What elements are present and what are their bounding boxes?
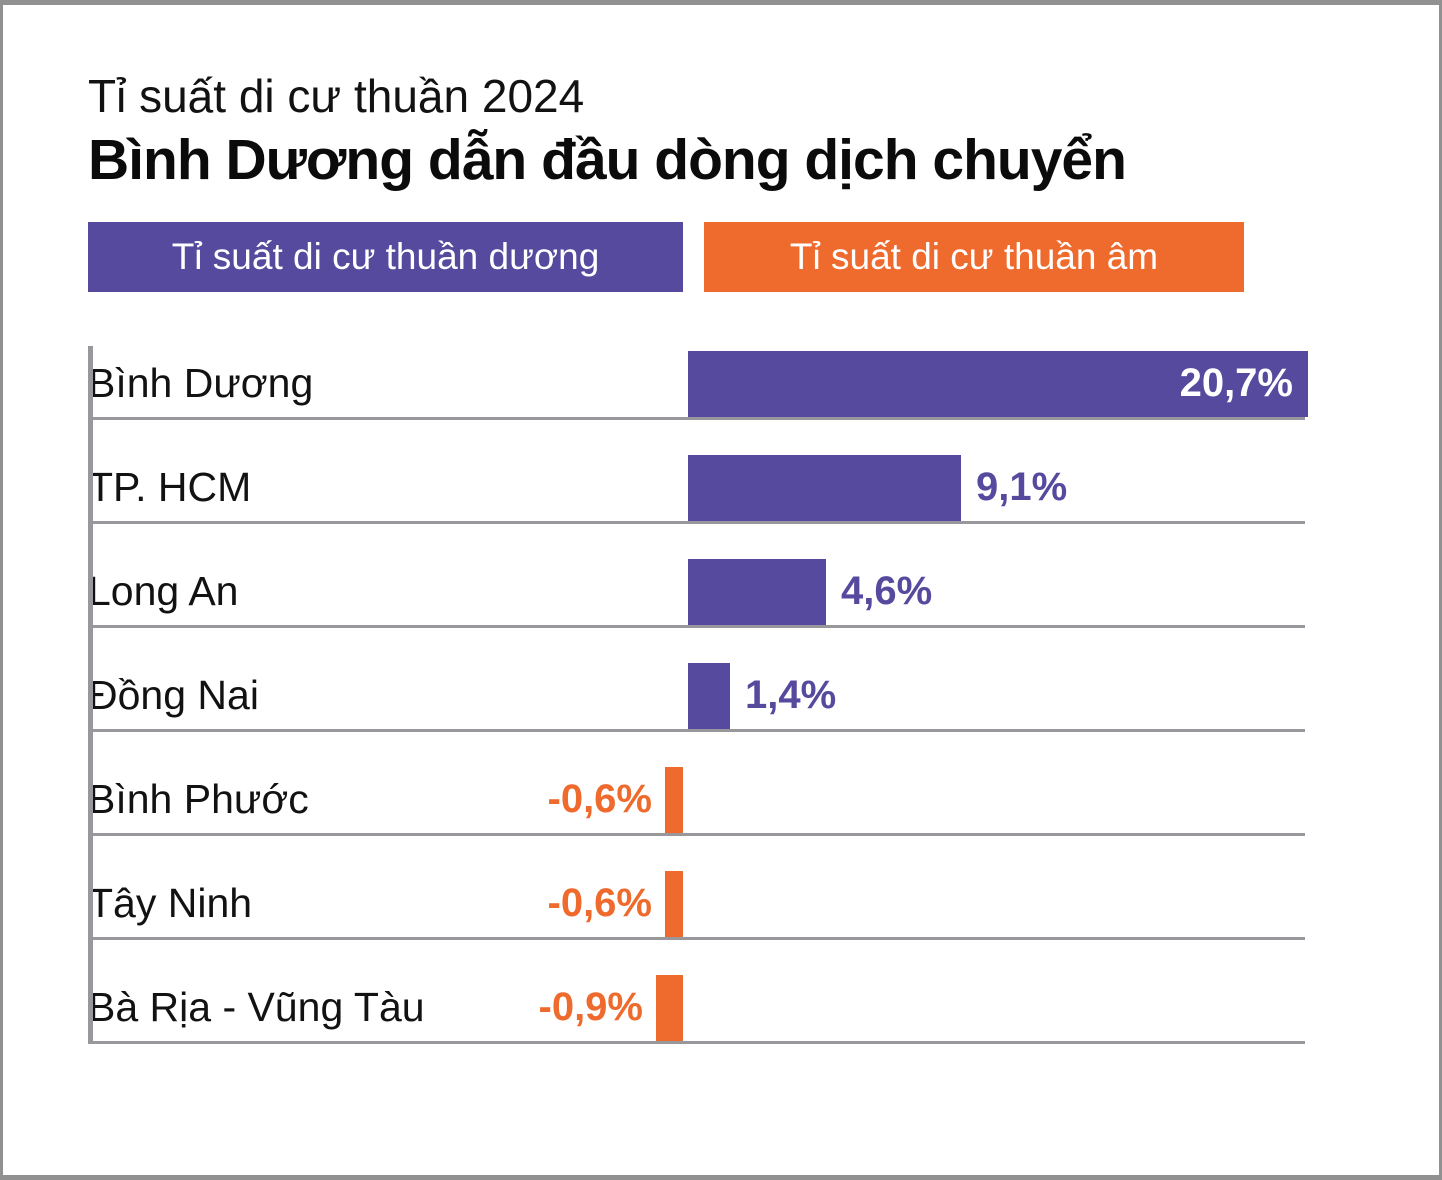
chart-row: Bình Dương 20,7% [88, 316, 1308, 420]
category-label: Bình Phước [88, 776, 309, 823]
content: Tỉ suất di cư thuần 2024 Bình Dương dẫn … [3, 5, 1439, 1044]
negative-bar [656, 974, 683, 1041]
positive-bar [688, 662, 730, 729]
category-label: Long An [88, 568, 239, 615]
category-label: Bình Dương [88, 360, 314, 407]
chart-row: Tây Ninh -0,6% [88, 836, 1305, 940]
chart-row: Long An 4,6% [88, 524, 1305, 628]
category-label: Đồng Nai [88, 672, 259, 719]
value-label: -0,6% [547, 777, 653, 822]
value-label: -0,6% [547, 881, 653, 926]
category-label: TP. HCM [88, 464, 252, 511]
value-label: 1,4% [745, 673, 837, 718]
legend-label-positive: Tỉ suất di cư thuần dương [171, 235, 600, 277]
legend-item-negative: Tỉ suất di cư thuần âm [704, 221, 1244, 292]
chart-title: Bình Dương dẫn đầu dòng dịch chuyển [88, 128, 1127, 193]
category-label: Bà Rịa - Vũng Tàu [88, 984, 425, 1031]
negative-bar [665, 870, 683, 937]
chart-subtitle: Tỉ suất di cư thuần 2024 [88, 70, 585, 122]
chart-row: Bà Rịa - Vũng Tàu -0,9% [88, 940, 1305, 1044]
chart-row: Đồng Nai 1,4% [88, 628, 1305, 732]
value-label: -0,9% [538, 985, 644, 1030]
zero-axis-line [88, 345, 93, 1044]
positive-bar [688, 454, 961, 521]
legend-item-positive: Tỉ suất di cư thuần dương [88, 221, 683, 292]
value-label: 9,1% [976, 465, 1068, 510]
chart-row: Bình Phước -0,6% [88, 732, 1305, 836]
value-label: 20,7% [1179, 361, 1293, 406]
legend-label-negative: Tỉ suất di cư thuần âm [789, 235, 1159, 277]
negative-bar [665, 766, 683, 833]
positive-bar [688, 350, 1308, 417]
value-label: 4,6% [841, 569, 933, 614]
legend: Tỉ suất di cư thuần dương Tỉ suất di cư … [88, 221, 1439, 292]
chart-row: TP. HCM 9,1% [88, 420, 1305, 524]
positive-bar [688, 558, 826, 625]
category-label: Tây Ninh [88, 880, 253, 927]
bar-chart: Bình Dương 20,7% TP. HCM 9,1% Long An 4,6% Đồn… [88, 316, 1308, 1044]
